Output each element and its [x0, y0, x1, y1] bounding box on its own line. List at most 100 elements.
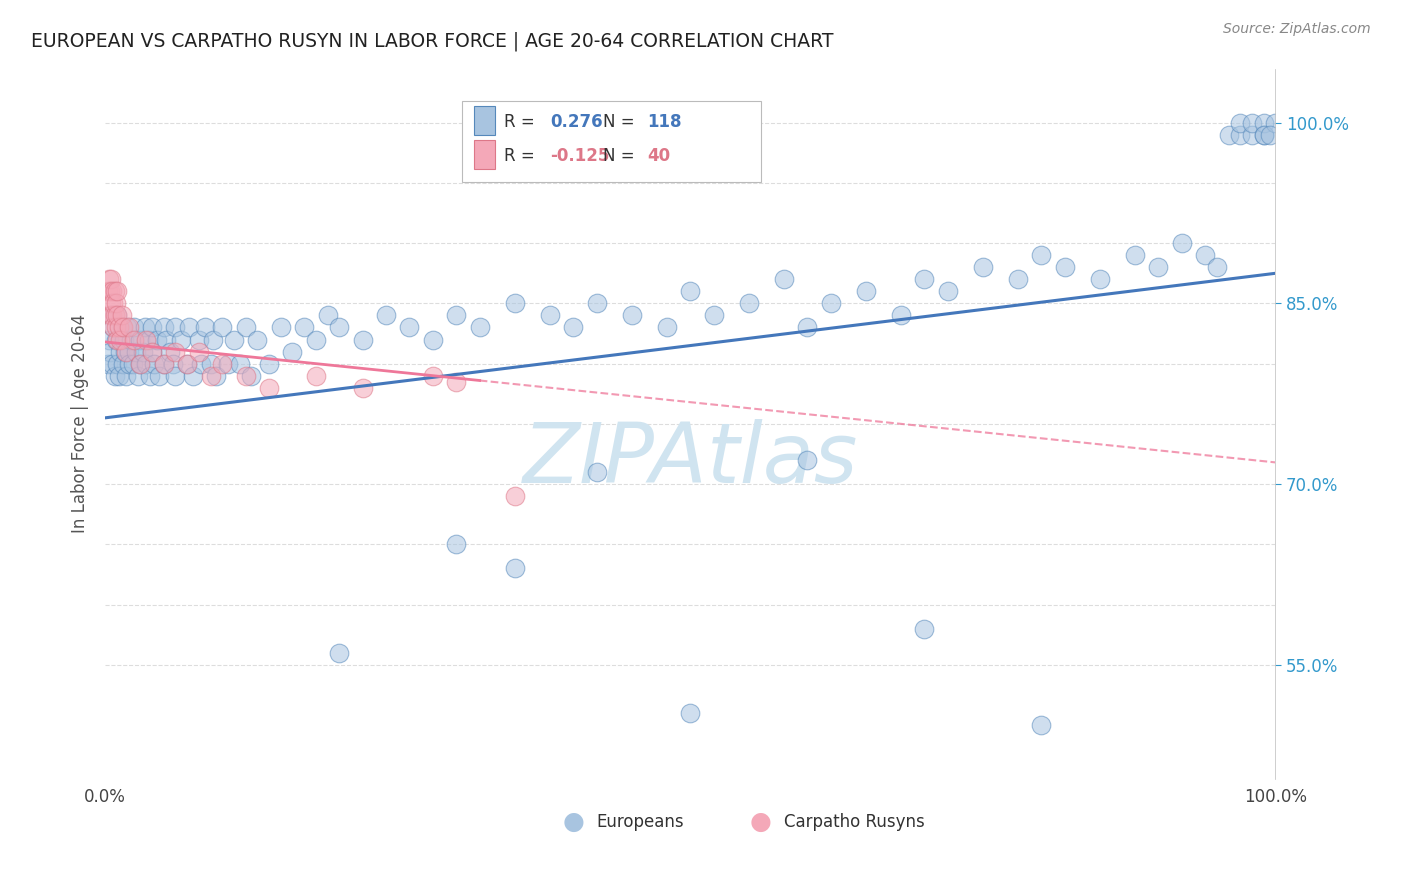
Point	[1218, 128, 1240, 142]
Point	[796, 320, 818, 334]
FancyBboxPatch shape	[474, 140, 495, 169]
Point	[1229, 116, 1251, 130]
Point	[352, 381, 374, 395]
Point	[620, 309, 643, 323]
Point	[104, 333, 127, 347]
Point	[468, 320, 491, 334]
Point	[1206, 260, 1229, 275]
Point	[703, 309, 725, 323]
Point	[98, 309, 121, 323]
Point	[148, 368, 170, 383]
Point	[190, 357, 212, 371]
Point	[217, 357, 239, 371]
Point	[181, 368, 204, 383]
Point	[103, 296, 125, 310]
Point	[1229, 128, 1251, 142]
Point	[281, 344, 304, 359]
Point	[200, 357, 222, 371]
Point	[111, 357, 134, 371]
FancyBboxPatch shape	[474, 106, 495, 135]
Point	[114, 344, 136, 359]
Point	[194, 320, 217, 334]
Point	[105, 309, 128, 323]
Point	[187, 344, 209, 359]
Point	[97, 333, 120, 347]
Point	[159, 344, 181, 359]
Point	[222, 333, 245, 347]
Point	[100, 272, 122, 286]
Point	[235, 368, 257, 383]
Point	[890, 309, 912, 323]
Point	[100, 309, 122, 323]
Point	[972, 260, 994, 275]
Text: N =: N =	[603, 112, 640, 131]
Point	[305, 368, 328, 383]
Point	[117, 357, 139, 371]
Point	[1007, 272, 1029, 286]
Text: Europeans: Europeans	[596, 813, 685, 830]
Point	[141, 344, 163, 359]
Point	[201, 333, 224, 347]
Text: N =: N =	[603, 147, 640, 165]
Point	[141, 320, 163, 334]
Point	[103, 309, 125, 323]
Point	[738, 296, 761, 310]
Point	[1031, 248, 1053, 262]
Text: Carpatho Rusyns: Carpatho Rusyns	[785, 813, 925, 830]
Point	[96, 285, 118, 299]
Point	[773, 272, 796, 286]
Point	[1147, 260, 1170, 275]
Point	[1123, 248, 1146, 262]
Point	[103, 320, 125, 334]
Point	[103, 368, 125, 383]
Text: ●: ●	[749, 810, 772, 834]
Text: 0.276: 0.276	[550, 112, 603, 131]
Point	[115, 344, 138, 359]
Point	[1258, 128, 1281, 142]
Point	[165, 320, 187, 334]
Point	[162, 357, 184, 371]
Point	[155, 333, 177, 347]
Text: ZIPAtlas: ZIPAtlas	[523, 419, 858, 500]
Point	[127, 368, 149, 383]
Text: 40: 40	[647, 147, 671, 165]
Point	[912, 272, 935, 286]
Point	[292, 320, 315, 334]
Point	[141, 344, 163, 359]
Point	[112, 333, 135, 347]
Text: R =: R =	[505, 147, 540, 165]
Point	[1171, 236, 1194, 251]
Point	[110, 333, 132, 347]
Point	[503, 296, 526, 310]
Point	[246, 333, 269, 347]
Point	[104, 320, 127, 334]
Point	[912, 622, 935, 636]
Point	[176, 357, 198, 371]
Point	[129, 357, 152, 371]
Point	[305, 333, 328, 347]
Point	[108, 368, 131, 383]
Point	[200, 368, 222, 383]
Point	[101, 357, 124, 371]
Point	[124, 344, 146, 359]
Point	[110, 320, 132, 334]
Point	[316, 309, 339, 323]
Point	[211, 357, 233, 371]
Point	[422, 368, 444, 383]
Point	[398, 320, 420, 334]
Point	[120, 333, 142, 347]
Point	[446, 309, 468, 323]
Point	[187, 333, 209, 347]
Point	[97, 272, 120, 286]
Point	[240, 368, 263, 383]
Point	[229, 357, 252, 371]
Point	[129, 357, 152, 371]
Point	[98, 344, 121, 359]
Point	[105, 333, 128, 347]
Point	[936, 285, 959, 299]
Point	[131, 344, 153, 359]
Text: ●: ●	[562, 810, 585, 834]
Point	[117, 320, 139, 334]
Point	[446, 537, 468, 551]
Point	[110, 309, 132, 323]
